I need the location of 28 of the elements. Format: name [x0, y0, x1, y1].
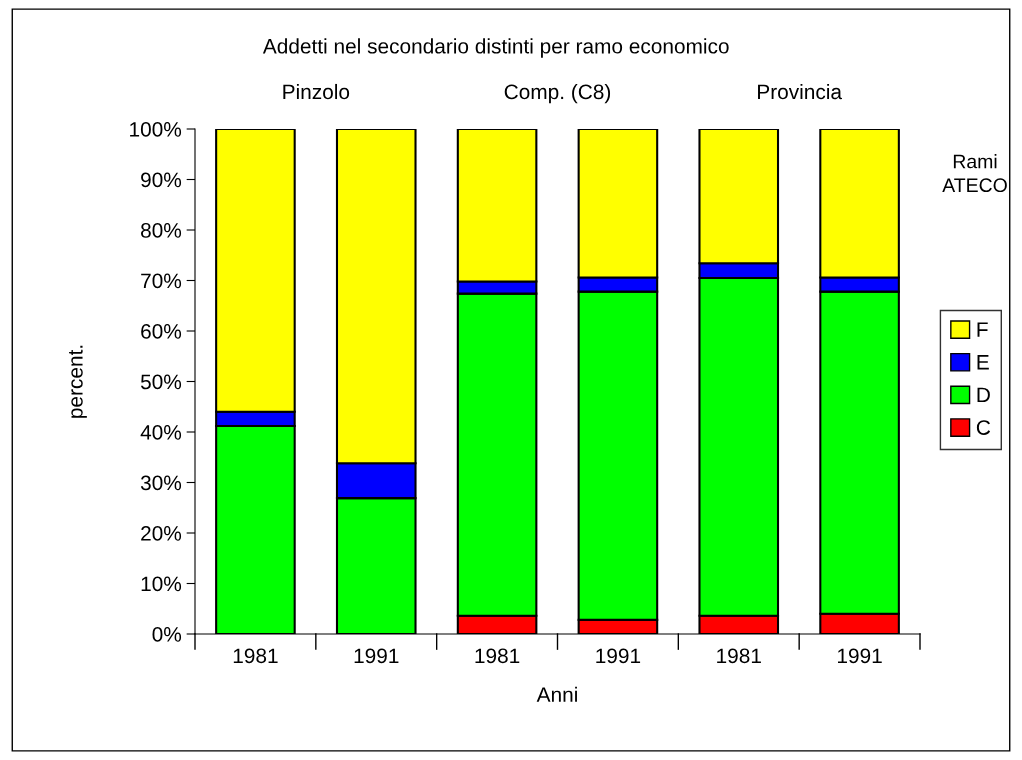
y-tick-label: 20% [141, 526, 182, 541]
y-tick-label: 70% [141, 273, 182, 289]
legend-label: E [977, 355, 989, 370]
x-tick-label: 1991 [354, 648, 399, 664]
y-tick-label: 80% [141, 223, 182, 238]
x-tick-label: 1981 [475, 648, 520, 664]
chart-title: Addetti nel secondario distinti per ramo economico [262, 38, 729, 58]
y-tick-label: 10% [141, 576, 182, 592]
y-tick-label: 50% [140, 374, 182, 390]
legend-label: C [976, 420, 991, 435]
x-tick-label: 1991 [596, 648, 641, 664]
x-axis-title: Anni [536, 686, 577, 702]
y-tick-label: 30% [140, 475, 182, 491]
text: Comp. (C8) [504, 83, 611, 104]
legend-label: D [977, 387, 990, 403]
y-tick-label: 90% [141, 172, 182, 188]
x-tick-label: 1981 [233, 648, 278, 664]
text: Pinzolo [283, 83, 350, 100]
y-tick-label: 40% [140, 425, 182, 440]
legend-title: Rami ATECO [942, 154, 1007, 193]
text: Provincia [758, 83, 843, 100]
y-tick-label: 100% [130, 122, 182, 137]
legend-label: F [977, 322, 988, 337]
x-tick-label: 1981 [717, 648, 761, 664]
x-tick-label: 1991 [838, 648, 882, 664]
y-tick-label: 0% [152, 627, 182, 642]
y-tick-label: 60% [141, 324, 182, 339]
y-axis-title: percent. [69, 345, 87, 418]
